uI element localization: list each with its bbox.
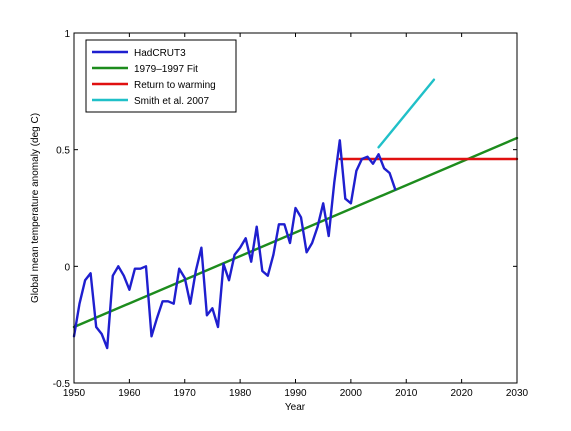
legend-label-2: Return to warming — [134, 80, 216, 91]
y-tick-label: 0 — [64, 262, 70, 273]
x-axis-label: Year — [285, 402, 306, 413]
y-tick-label: -0.5 — [53, 379, 71, 390]
legend-label-1: 1979–1997 Fit — [134, 64, 198, 75]
legend-label-0: HadCRUT3 — [134, 48, 186, 59]
series-line-3 — [377, 78, 436, 149]
x-tick-label: 1960 — [118, 388, 141, 399]
x-tick-label: 1980 — [229, 388, 252, 399]
y-tick-label: 1 — [64, 29, 70, 40]
x-tick-label: 1970 — [174, 388, 197, 399]
x-tick-label: 2020 — [451, 388, 474, 399]
y-axis-label: Global mean temperature anomaly (deg C) — [30, 113, 41, 303]
x-tick-label: 2030 — [506, 388, 529, 399]
legend-label-3: Smith et al. 2007 — [134, 96, 209, 107]
x-tick-label: 1990 — [284, 388, 307, 399]
x-tick-label: 2000 — [340, 388, 363, 399]
plot-content — [72, 78, 519, 350]
legend: HadCRUT3 1979–1997 Fit Return to warming Sm… — [85, 39, 237, 113]
x-tick-label: 2010 — [395, 388, 418, 399]
y-tick-label: 0.5 — [56, 146, 70, 157]
series-line-0 — [72, 139, 397, 350]
ticks: 1950 1960 1970 1980 1990 2000 2010 2020 2030 -0.5… — [53, 29, 529, 399]
series-line-1 — [72, 136, 519, 329]
x-tick-label: 1950 — [63, 388, 86, 399]
